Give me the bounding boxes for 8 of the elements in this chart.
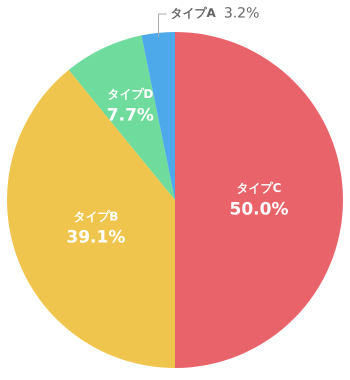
slice-label: タイプD bbox=[107, 87, 154, 102]
data-label: 7.7% bbox=[106, 105, 154, 126]
slice-label: タイプC bbox=[236, 181, 282, 196]
data-label: 3.2% bbox=[224, 6, 260, 22]
data-label: 50.0% bbox=[230, 199, 288, 220]
slice-label: タイプA bbox=[170, 6, 217, 20]
data-label: 39.1% bbox=[66, 228, 126, 248]
slice-label: タイプB bbox=[73, 209, 118, 224]
